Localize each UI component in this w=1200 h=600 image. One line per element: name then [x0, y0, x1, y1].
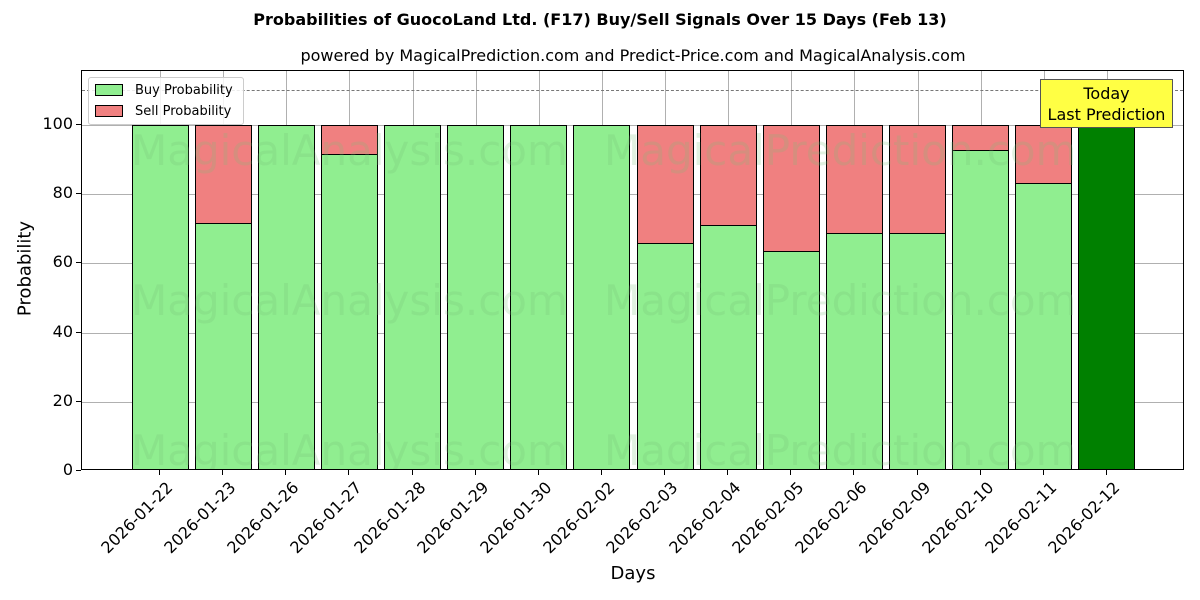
- x-tick-mark: [1105, 470, 1107, 475]
- gridline-horizontal: [82, 332, 1183, 334]
- x-tick-mark: [474, 470, 476, 475]
- bar-sell: [320, 125, 378, 156]
- bar-buy: [447, 125, 505, 469]
- y-tick-mark: [76, 331, 81, 333]
- y-tick-label: 80: [52, 183, 73, 203]
- bar-buy: [1015, 183, 1073, 469]
- x-tick-mark: [537, 470, 539, 475]
- bar-buy: [825, 232, 883, 469]
- x-tick-mark: [600, 470, 602, 475]
- x-tick-mark: [916, 470, 918, 475]
- legend-sell-label: Sell Probability: [135, 103, 232, 119]
- bar-buy: [952, 150, 1010, 469]
- y-tick-label: 20: [52, 390, 73, 410]
- x-tick-mark: [159, 470, 160, 475]
- y-tick-label: 0: [62, 460, 73, 479]
- bar-sell: [889, 125, 947, 234]
- gridline-horizontal: [82, 194, 1183, 196]
- x-tick-mark: [664, 470, 666, 475]
- x-tick-mark: [411, 470, 413, 475]
- bar-sell: [194, 125, 252, 225]
- bar-buy: [573, 125, 631, 469]
- x-tick-mark: [979, 470, 981, 475]
- y-tick-mark: [76, 124, 81, 125]
- bar-today: [1078, 125, 1136, 469]
- reference-line: [82, 90, 1183, 92]
- annotation-line-2: Last Prediction: [1047, 105, 1166, 124]
- legend-item-buy: Buy Probability: [95, 81, 233, 99]
- bar-buy: [762, 250, 820, 469]
- bar-buy: [636, 242, 694, 469]
- legend-buy-label: Buy Probability: [135, 82, 233, 98]
- bar-buy: [131, 125, 189, 469]
- bar-buy: [320, 154, 378, 469]
- y-tick-mark: [76, 193, 81, 195]
- y-tick-mark: [76, 400, 81, 402]
- gridline-horizontal: [82, 263, 1183, 265]
- y-tick-mark: [76, 470, 81, 471]
- chart-subtitle: powered by MagicalPrediction.com and Pre…: [300, 46, 966, 65]
- bar-buy: [699, 224, 757, 469]
- x-tick-mark: [853, 470, 855, 475]
- sell-swatch-icon: [95, 105, 123, 117]
- x-tick-mark: [790, 470, 792, 475]
- x-tick-mark: [348, 470, 350, 475]
- x-tick-mark: [727, 470, 729, 475]
- bar-sell: [952, 125, 1010, 152]
- plot-area: MagicalAnalysis.com MagicalPrediction.com…: [81, 70, 1184, 470]
- chart-title: Probabilities of GuocoLand Ltd. (F17) Bu…: [253, 10, 947, 29]
- gridline-horizontal: [82, 401, 1183, 403]
- buy-swatch-icon: [95, 84, 123, 96]
- y-tick-label: 100: [42, 114, 73, 133]
- y-tick-label: 40: [52, 321, 73, 341]
- y-tick-mark: [76, 262, 81, 264]
- bar-buy: [889, 232, 947, 469]
- bar-buy: [194, 223, 252, 469]
- y-tick-label: 60: [52, 252, 73, 272]
- x-axis-label: Days: [610, 563, 656, 584]
- bar-buy: [510, 125, 568, 469]
- x-tick-mark: [285, 470, 287, 475]
- legend-item-sell: Sell Probability: [95, 102, 231, 120]
- bar-sell: [1015, 125, 1073, 185]
- x-tick-mark: [222, 470, 224, 475]
- today-annotation: Today Last Prediction: [1040, 79, 1173, 128]
- bar-buy: [384, 125, 442, 469]
- bar-buy: [257, 125, 315, 469]
- bar-sell: [636, 125, 694, 244]
- bar-sell: [762, 125, 820, 252]
- annotation-line-1: Today: [1083, 84, 1130, 103]
- bar-sell: [825, 125, 883, 234]
- legend: Buy Probability Sell Probability: [88, 77, 244, 125]
- gridline-horizontal: [82, 125, 1183, 126]
- x-tick-mark: [1042, 470, 1044, 475]
- bar-sell: [699, 125, 757, 226]
